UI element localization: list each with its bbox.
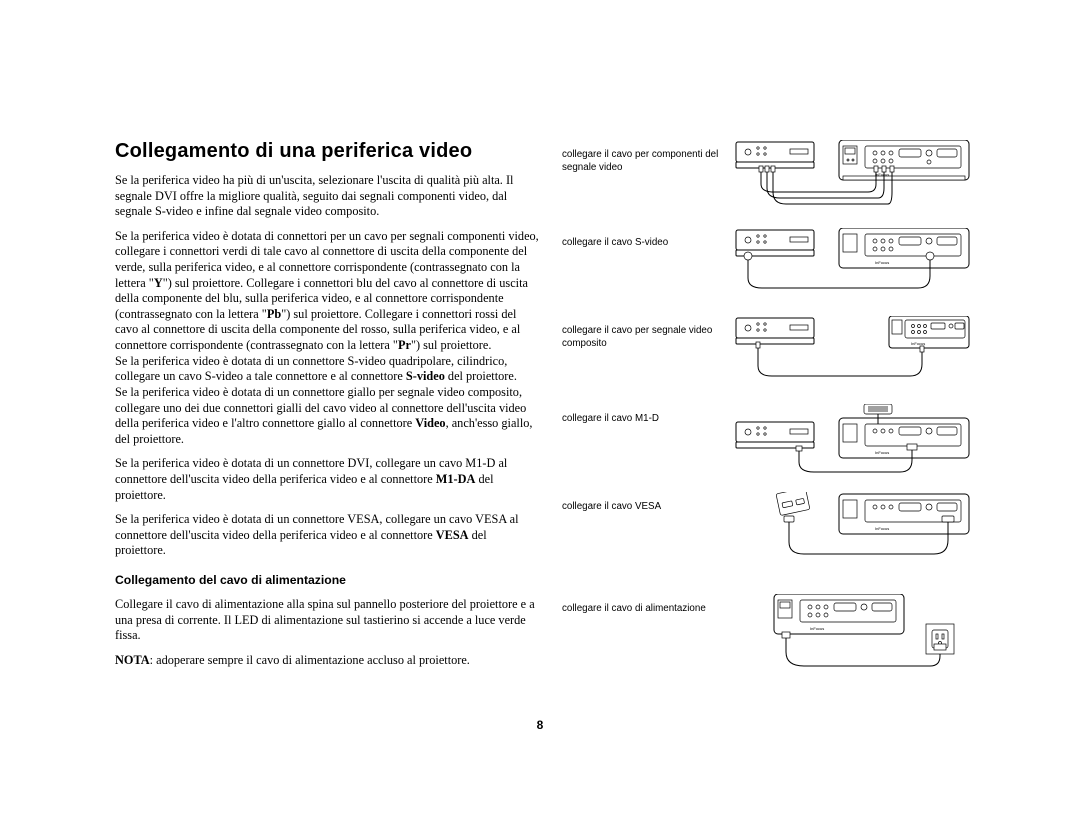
p3c: del proiettore. bbox=[445, 369, 517, 383]
diagram-row-svideo: collegare il cavo S-video bbox=[562, 228, 980, 306]
diagram-vesa: InFocus bbox=[734, 492, 980, 570]
diagram-label-m1d: collegare il cavo M1-D bbox=[562, 404, 734, 425]
paragraph-power: Collegare il cavo di alimentazione alla … bbox=[115, 597, 540, 644]
svg-text:InFocus: InFocus bbox=[875, 260, 889, 265]
paragraph-svideo: Se la periferica video è dotata di un co… bbox=[115, 354, 540, 385]
svg-text:InFocus: InFocus bbox=[875, 526, 889, 531]
p2-pb: Pb bbox=[267, 307, 281, 321]
diagram-svideo: InFocus bbox=[734, 228, 980, 306]
note-label: NOTA bbox=[115, 653, 150, 667]
diagram-label-vesa: collegare il cavo VESA bbox=[562, 492, 734, 513]
diagram-row-composite: collegare il cavo per segnale video comp… bbox=[562, 316, 980, 394]
p4-video: Video bbox=[415, 416, 445, 430]
paragraph-note: NOTA: adoperare sempre il cavo di alimen… bbox=[115, 653, 540, 669]
p2g: ") sul proiettore. bbox=[411, 338, 492, 352]
p2-y: Y bbox=[154, 276, 163, 290]
diagram-composite: InFocus bbox=[734, 316, 980, 394]
svg-text:InFocus: InFocus bbox=[875, 450, 889, 455]
p6-vesa: VESA bbox=[436, 528, 469, 542]
svg-text:InFocus: InFocus bbox=[911, 341, 925, 346]
page-number: 8 bbox=[0, 718, 1080, 732]
right-column: collegare il cavo per componenti del seg… bbox=[562, 140, 980, 694]
diagram-label-composite: collegare il cavo per segnale video comp… bbox=[562, 316, 734, 350]
diagram-row-component: collegare il cavo per componenti del seg… bbox=[562, 140, 980, 218]
p2-pr: Pr bbox=[398, 338, 411, 352]
diagram-label-power: collegare il cavo di alimentazione bbox=[562, 594, 734, 615]
p5-m1da: M1-DA bbox=[436, 472, 476, 486]
paragraph-intro: Se la periferica video ha più di un'usci… bbox=[115, 173, 540, 220]
diagram-row-power: collegare il cavo di alimentazione bbox=[562, 594, 980, 684]
diagram-row-vesa: collegare il cavo VESA bbox=[562, 492, 980, 570]
paragraph-dvi: Se la periferica video è dotata di un co… bbox=[115, 456, 540, 503]
svg-text:InFocus: InFocus bbox=[810, 626, 824, 631]
paragraph-vesa: Se la periferica video è dotata di un co… bbox=[115, 512, 540, 559]
p3-svideo: S-video bbox=[406, 369, 445, 383]
diagram-label-svideo: collegare il cavo S-video bbox=[562, 228, 734, 249]
diagram-label-component: collegare il cavo per componenti del seg… bbox=[562, 140, 734, 174]
subheading-power: Collegamento del cavo di alimentazione bbox=[115, 573, 540, 587]
page-title: Collegamento di una periferica video bbox=[115, 140, 540, 163]
paragraph-composite: Se la periferica video è dotata di un co… bbox=[115, 385, 540, 447]
diagram-row-m1d: collegare il cavo M1-D bbox=[562, 404, 980, 482]
paragraph-component: Se la periferica video è dotata di conne… bbox=[115, 229, 540, 354]
diagram-power: InFocus bbox=[734, 594, 980, 684]
diagram-m1d: InFocus bbox=[734, 404, 980, 482]
diagram-component: InFocus bbox=[734, 140, 980, 218]
note-text: : adoperare sempre il cavo di alimentazi… bbox=[150, 653, 470, 667]
left-column: Collegamento di una periferica video Se … bbox=[115, 140, 540, 694]
